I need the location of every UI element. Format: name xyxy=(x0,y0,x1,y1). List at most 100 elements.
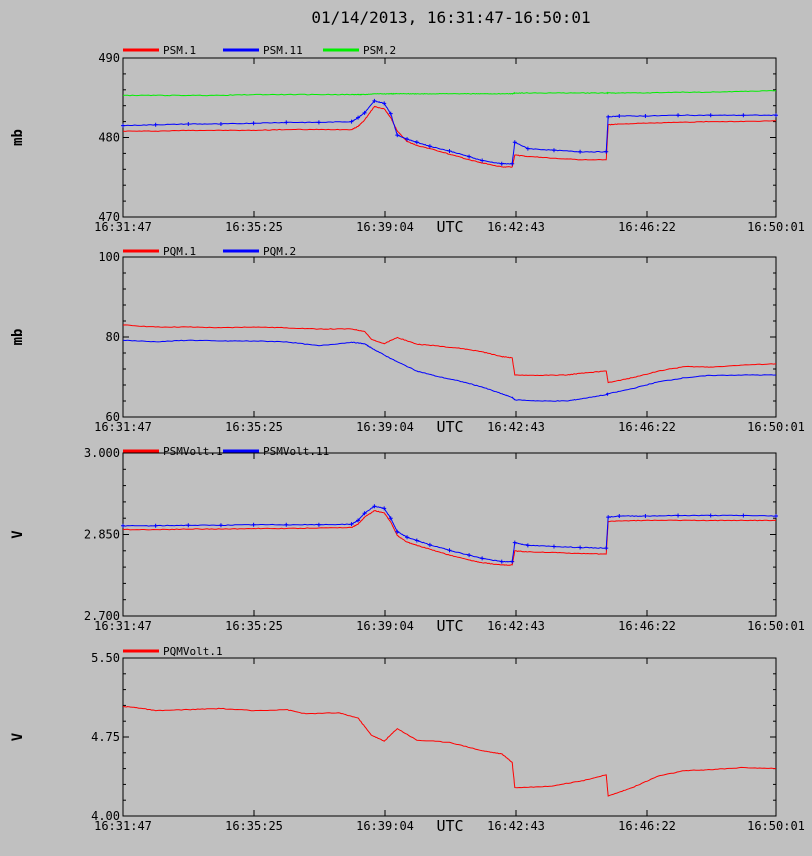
x-tick-label: 16:50:01 xyxy=(747,220,805,234)
data-point xyxy=(153,523,158,528)
legend-label: PQMVolt.1 xyxy=(163,645,223,658)
chart-title: 01/14/2013, 16:31:47-16:50:01 xyxy=(311,8,590,27)
x-tick-label: 16:39:04 xyxy=(356,619,414,633)
data-point xyxy=(349,119,354,124)
plot-frame xyxy=(122,57,777,218)
x-tick-label: 16:42:43 xyxy=(487,220,545,234)
data-point xyxy=(284,522,289,527)
data-point xyxy=(510,161,515,166)
data-point xyxy=(186,523,191,528)
series-line xyxy=(122,105,777,168)
x-tick-label: 16:50:01 xyxy=(747,819,805,833)
data-point xyxy=(578,545,583,550)
data-point xyxy=(349,522,354,527)
series-line xyxy=(122,505,777,563)
y-axis-label: mb xyxy=(10,129,26,146)
data-point xyxy=(741,513,746,518)
x-tick-label: 16:39:04 xyxy=(356,420,414,434)
data-point xyxy=(372,98,377,103)
panel-3: 2.700 2.850 3.000 V 16:31:47 16:35:25 16:39:04… xyxy=(10,445,805,635)
data-point xyxy=(395,529,400,534)
data-point xyxy=(382,506,387,511)
data-point xyxy=(467,553,472,558)
legend-label: PSMVolt.1 xyxy=(163,445,223,458)
data-point xyxy=(617,114,622,119)
series-line xyxy=(122,339,777,402)
panel-2: 60 80 100 mb 16:31:47 16:35:25 16:39:04 16:42:4… xyxy=(10,245,805,436)
data-point xyxy=(447,149,452,154)
y-tick-label: 4.00 xyxy=(91,809,120,823)
data-point xyxy=(405,137,410,142)
data-point xyxy=(388,111,393,116)
y-tick-label: 5.50 xyxy=(91,651,120,665)
y-tick-label: 3.000 xyxy=(84,446,120,460)
x-tick-label: 16:42:43 xyxy=(487,819,545,833)
data-point xyxy=(643,514,648,519)
panel-4: 4.00 4.75 5.50 V 16:31:47 16:35:25 16:39:04 16:… xyxy=(10,645,805,835)
x-axis-label: UTC xyxy=(436,817,463,835)
data-point xyxy=(578,149,583,154)
data-point xyxy=(356,115,361,120)
y-tick-label: 100 xyxy=(98,250,120,264)
data-point xyxy=(316,522,321,527)
data-point xyxy=(284,120,289,125)
data-point xyxy=(121,123,125,128)
legend-label: PSM.2 xyxy=(363,44,396,57)
data-point xyxy=(362,511,367,516)
x-tick-label: 16:46:22 xyxy=(618,819,676,833)
x-axis-label: UTC xyxy=(436,218,463,236)
x-tick-label: 16:35:25 xyxy=(225,619,283,633)
legend-label: PQM.1 xyxy=(163,245,196,258)
data-point xyxy=(427,542,432,547)
data-point xyxy=(251,121,256,126)
y-tick-label: 490 xyxy=(98,51,120,65)
x-tick-label: 16:31:47 xyxy=(94,420,152,434)
panel-1: 470 480 490 mb 16:31:47 16:35:25 16:39:04 16:42… xyxy=(10,44,805,236)
data-point xyxy=(774,113,778,118)
y-axis-label: V xyxy=(10,732,26,741)
data-point xyxy=(414,538,419,543)
plot-frame xyxy=(122,657,777,817)
data-point xyxy=(617,514,622,519)
data-point xyxy=(606,515,611,520)
data-point xyxy=(427,144,432,149)
legend-label: PQM.2 xyxy=(263,245,296,258)
x-tick-label: 16:50:01 xyxy=(747,619,805,633)
legend-label: PSMVolt.11 xyxy=(263,445,329,458)
data-point xyxy=(382,101,387,106)
data-point xyxy=(218,523,223,528)
legend-label: PSM.1 xyxy=(163,44,196,57)
x-tick-label: 16:42:43 xyxy=(487,619,545,633)
data-point xyxy=(512,540,517,545)
data-point xyxy=(643,114,648,119)
series-line xyxy=(123,100,777,165)
x-tick-label: 16:46:22 xyxy=(618,220,676,234)
data-point xyxy=(604,149,609,154)
x-tick-label: 16:31:47 xyxy=(94,619,152,633)
y-tick-label: 470 xyxy=(98,210,120,224)
legend-label: PSM.11 xyxy=(263,44,303,57)
data-point xyxy=(606,114,611,119)
x-tick-label: 16:42:43 xyxy=(487,420,545,434)
data-point xyxy=(395,133,400,138)
data-point xyxy=(741,113,746,118)
data-point xyxy=(480,158,485,163)
y-tick-label: 60 xyxy=(106,410,120,424)
x-axis-label: UTC xyxy=(436,617,463,635)
data-point xyxy=(676,113,681,118)
x-tick-label: 16:35:25 xyxy=(225,819,283,833)
data-point xyxy=(551,544,556,549)
x-tick-label: 16:46:22 xyxy=(618,619,676,633)
y-tick-label: 2.700 xyxy=(84,609,120,623)
data-point xyxy=(512,140,517,145)
y-axis-label: mb xyxy=(10,329,26,346)
data-point xyxy=(499,559,504,564)
y-tick-label: 480 xyxy=(98,131,120,145)
data-point xyxy=(251,522,256,527)
data-point xyxy=(510,559,515,564)
data-point xyxy=(362,110,367,115)
data-point xyxy=(388,516,393,521)
data-point xyxy=(372,504,377,509)
data-point xyxy=(525,146,530,151)
